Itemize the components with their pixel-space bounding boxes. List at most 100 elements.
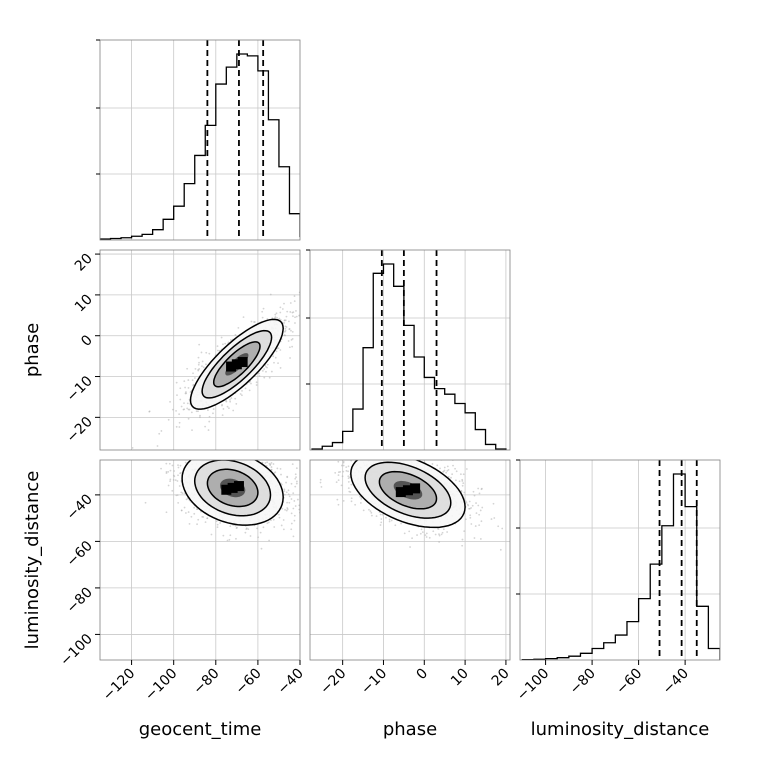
sample-point	[225, 400, 228, 403]
sample-point	[196, 523, 198, 526]
sample-point	[198, 361, 200, 364]
sample-point	[294, 322, 296, 324]
sample-point	[385, 457, 387, 459]
sample-point	[176, 494, 179, 496]
sample-point	[183, 380, 186, 383]
sample-point	[354, 503, 357, 506]
sample-point	[470, 523, 473, 525]
sample-point	[372, 458, 374, 460]
sample-point	[369, 510, 372, 513]
contour-line	[201, 329, 273, 399]
sample-point	[181, 492, 184, 495]
sample-point	[458, 480, 461, 483]
density-peak	[227, 482, 238, 493]
sample-point	[283, 493, 286, 496]
sample-point	[293, 295, 296, 297]
sample-point	[227, 447, 229, 449]
sample-point	[190, 411, 193, 414]
sample-point	[222, 408, 225, 410]
sample-point	[273, 526, 276, 528]
sample-point	[493, 517, 496, 519]
sample-point	[265, 445, 267, 447]
sample-point	[221, 403, 223, 406]
sample-point	[375, 515, 378, 518]
sample-point	[347, 414, 349, 416]
sample-point	[229, 400, 232, 403]
sample-point	[191, 379, 194, 382]
sample-point	[214, 456, 216, 458]
sample-point	[298, 314, 300, 317]
sample-point	[263, 368, 266, 370]
sample-point	[349, 450, 351, 452]
tick-label-phase: 0	[78, 332, 96, 350]
sample-point	[235, 402, 238, 405]
sample-point	[279, 319, 282, 321]
sample-point	[292, 507, 295, 510]
sample-point	[279, 349, 282, 351]
sample-point	[218, 438, 220, 440]
contour-line	[212, 341, 261, 388]
sample-point	[335, 481, 338, 484]
sample-point	[450, 476, 452, 479]
tick-label-geocent_time: −60	[233, 666, 265, 698]
sample-point	[212, 408, 215, 410]
sample-point	[160, 430, 163, 432]
sample-point	[248, 458, 250, 460]
sample-point	[283, 490, 286, 493]
sample-point	[192, 383, 195, 386]
sample-point	[296, 498, 299, 501]
sample-point	[195, 438, 197, 440]
sample-point	[425, 454, 427, 456]
sample-point	[256, 527, 258, 530]
sample-point	[360, 497, 363, 500]
sample-point	[463, 530, 466, 533]
sample-point	[212, 454, 214, 456]
sample-point	[455, 479, 457, 482]
sample-point	[284, 508, 286, 511]
sample-point	[341, 475, 344, 478]
sample-point	[229, 339, 232, 341]
sample-point	[359, 495, 362, 498]
sample-point	[215, 520, 218, 523]
sample-point	[286, 501, 289, 504]
sample-point	[224, 454, 226, 456]
sample-point	[275, 350, 278, 353]
sample-point	[469, 516, 472, 519]
sample-point	[409, 546, 411, 548]
contour-line	[206, 468, 259, 508]
sample-point	[187, 379, 190, 381]
contour-line	[189, 318, 284, 410]
sample-point	[182, 408, 185, 411]
sample-point	[334, 471, 337, 474]
sample-point	[270, 461, 273, 464]
sample-point	[282, 519, 285, 521]
sample-point	[269, 293, 272, 296]
sample-point	[179, 398, 182, 401]
tick-label-luminosity_distance: −40	[660, 666, 692, 698]
sample-point	[178, 457, 180, 459]
sample-point	[298, 508, 300, 511]
sample-point	[291, 330, 294, 333]
sample-point	[150, 457, 152, 459]
sample-point	[499, 548, 502, 551]
sample-point	[336, 498, 339, 501]
sample-point	[392, 451, 394, 453]
sample-point	[240, 454, 242, 456]
sample-point	[478, 524, 481, 527]
sample-point	[197, 410, 199, 413]
sample-point	[447, 475, 450, 478]
sample-point	[265, 370, 267, 373]
sample-point	[295, 476, 297, 479]
sample-point	[208, 442, 210, 444]
sample-point	[283, 319, 286, 322]
sample-point	[366, 453, 368, 455]
sample-point	[294, 505, 297, 507]
sample-point	[204, 425, 207, 428]
sample-point	[171, 408, 174, 411]
sample-point	[279, 306, 282, 309]
sample-point	[330, 490, 332, 492]
sample-point	[443, 469, 446, 472]
tick-label-phase: 0	[413, 666, 431, 684]
sample-point	[267, 521, 270, 524]
sample-point	[379, 513, 382, 516]
